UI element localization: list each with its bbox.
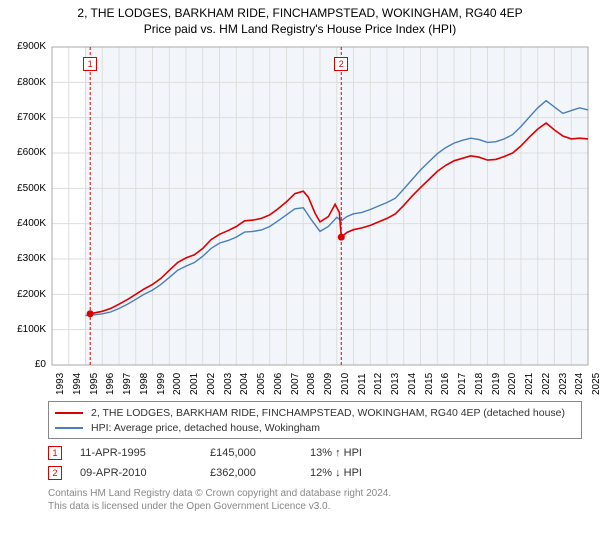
legend-row: 2, THE LODGES, BARKHAM RIDE, FINCHAMPSTE… — [55, 405, 575, 420]
sale-marker-2: 2 — [334, 57, 348, 71]
event-price: £145,000 — [210, 447, 310, 459]
x-tick-label: 2025 — [591, 373, 600, 395]
x-tick-label: 2008 — [306, 373, 317, 395]
event-row: 2 09-APR-2010£362,00012% ↓ HPI — [48, 463, 582, 483]
x-tick-label: 1995 — [89, 373, 100, 395]
y-tick-label: £100K — [4, 324, 46, 335]
y-tick-label: £800K — [4, 77, 46, 88]
legend-label: HPI: Average price, detached house, Woki… — [91, 422, 320, 434]
event-price: £362,000 — [210, 467, 310, 479]
x-tick-label: 1993 — [55, 373, 66, 395]
y-tick-label: £900K — [4, 41, 46, 52]
x-tick-label: 1997 — [122, 373, 133, 395]
x-tick-label: 2023 — [558, 373, 569, 395]
x-tick-label: 2018 — [474, 373, 485, 395]
x-tick-label: 1999 — [156, 373, 167, 395]
footer-line-1: Contains HM Land Registry data © Crown c… — [48, 487, 582, 500]
event-pct: 13% ↑ HPI — [310, 447, 362, 459]
y-tick-label: £600K — [4, 147, 46, 158]
footer-line-2: This data is licensed under the Open Gov… — [48, 500, 582, 513]
chart-area: £0 £100K £200K £300K £400K £500K £600K £700K £80… — [4, 41, 594, 397]
x-tick-label: 2014 — [407, 373, 418, 395]
x-tick-label: 2001 — [189, 373, 200, 395]
event-date: 11-APR-1995 — [80, 447, 210, 459]
y-tick-label: £500K — [4, 183, 46, 194]
y-tick-label: £200K — [4, 289, 46, 300]
x-tick-label: 1998 — [139, 373, 150, 395]
x-tick-label: 2012 — [373, 373, 384, 395]
x-tick-label: 2003 — [223, 373, 234, 395]
event-marker: 1 — [48, 446, 62, 460]
legend-label: 2, THE LODGES, BARKHAM RIDE, FINCHAMPSTE… — [91, 407, 565, 419]
event-marker: 2 — [48, 466, 62, 480]
legend: 2, THE LODGES, BARKHAM RIDE, FINCHAMPSTE… — [48, 401, 582, 439]
x-tick-label: 2006 — [273, 373, 284, 395]
x-tick-label: 2021 — [524, 373, 535, 395]
legend-swatch — [55, 427, 83, 429]
x-tick-label: 2011 — [357, 374, 368, 396]
x-tick-label: 2024 — [574, 373, 585, 395]
y-tick-label: £400K — [4, 218, 46, 229]
x-tick-label: 2017 — [457, 373, 468, 395]
x-tick-label: 2013 — [390, 373, 401, 395]
sale-marker-1: 1 — [83, 57, 97, 71]
x-tick-label: 2004 — [239, 373, 250, 395]
x-tick-label: 2022 — [541, 373, 552, 395]
y-tick-label: £700K — [4, 112, 46, 123]
y-tick-label: £0 — [4, 359, 46, 370]
x-tick-label: 2007 — [290, 373, 301, 395]
x-tick-label: 2020 — [507, 373, 518, 395]
sale-events: 1 11-APR-1995£145,00013% ↑ HPI 2 09-APR-201… — [48, 443, 582, 483]
x-tick-label: 2010 — [340, 373, 351, 395]
footer: Contains HM Land Registry data © Crown c… — [48, 487, 582, 513]
x-tick-label: 1994 — [72, 373, 83, 395]
x-tick-label: 2009 — [323, 373, 334, 395]
y-tick-label: £300K — [4, 253, 46, 264]
legend-row: HPI: Average price, detached house, Woki… — [55, 420, 575, 435]
subtitle: Price paid vs. HM Land Registry's House … — [10, 22, 590, 38]
x-tick-label: 1996 — [105, 373, 116, 395]
plot-svg — [4, 41, 594, 397]
x-tick-label: 2005 — [256, 373, 267, 395]
x-tick-label: 2019 — [491, 373, 502, 395]
x-tick-label: 2000 — [172, 373, 183, 395]
event-row: 1 11-APR-1995£145,00013% ↑ HPI — [48, 443, 582, 463]
x-tick-label: 2002 — [206, 373, 217, 395]
chart-container: 2, THE LODGES, BARKHAM RIDE, FINCHAMPSTE… — [0, 0, 600, 560]
event-pct: 12% ↓ HPI — [310, 467, 362, 479]
legend-swatch — [55, 412, 83, 414]
x-tick-label: 2016 — [440, 373, 451, 395]
address-title: 2, THE LODGES, BARKHAM RIDE, FINCHAMPSTE… — [10, 6, 590, 22]
title-block: 2, THE LODGES, BARKHAM RIDE, FINCHAMPSTE… — [0, 0, 600, 39]
event-date: 09-APR-2010 — [80, 467, 210, 479]
x-tick-label: 2015 — [424, 373, 435, 395]
